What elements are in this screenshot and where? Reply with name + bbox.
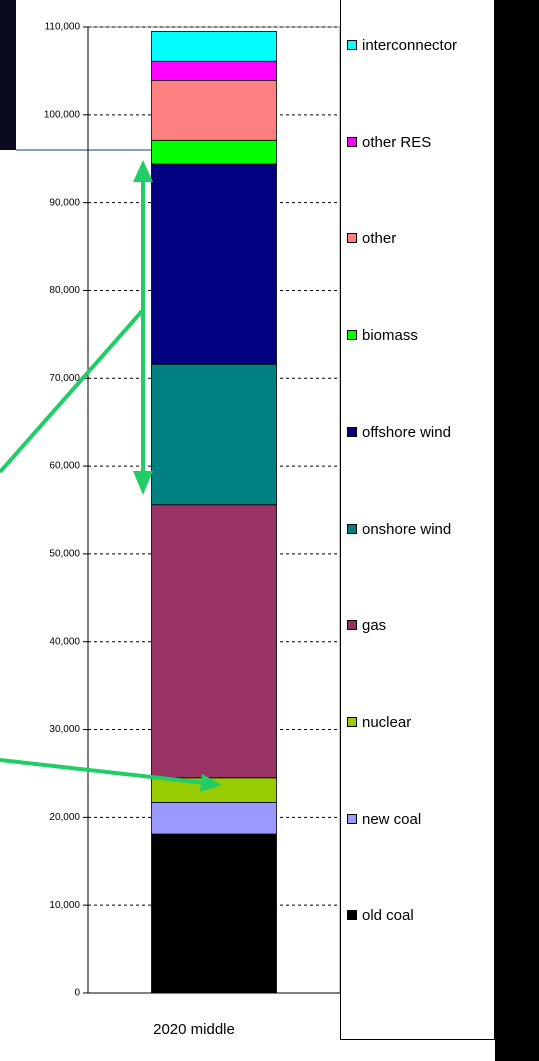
legend-swatch	[347, 813, 357, 824]
y-tick-label: 10,000	[49, 900, 80, 911]
arrow-line	[0, 308, 145, 474]
bar-segment	[151, 504, 277, 779]
y-tick-label: 80,000	[49, 285, 80, 296]
legend-item: nuclear	[347, 714, 487, 731]
legend-item: interconnector	[347, 37, 487, 54]
legend-item: other RES	[347, 134, 487, 151]
legend-swatch	[347, 40, 357, 50]
backdrop-right	[495, 0, 539, 1061]
legend: old coal new coal nuclear gas onshore wind of…	[340, 0, 495, 1040]
bar-segment	[151, 363, 277, 506]
legend-item: new coal	[347, 811, 487, 828]
bar-segment	[151, 30, 277, 62]
legend-swatch	[347, 910, 357, 921]
bar-segment	[151, 60, 277, 81]
legend-label: other RES	[362, 133, 432, 151]
y-tick-label: 110,000	[45, 22, 81, 33]
legend-swatch	[347, 620, 357, 631]
bar-segment	[151, 80, 277, 141]
y-tick-label: 40,000	[49, 636, 80, 647]
legend-label: offshore wind	[362, 423, 451, 441]
bar-segment	[151, 139, 277, 165]
legend-label: nuclear	[362, 713, 412, 731]
legend-label: old coal	[362, 907, 414, 925]
bar-segment	[151, 163, 277, 365]
bar-segment	[151, 802, 277, 835]
marks: 0 10,000 20,000 30,000 40,000 50,000 60,000 70,…	[44, 22, 340, 1038]
bar-segment	[151, 833, 277, 994]
y-tick-label: 30,000	[49, 724, 80, 735]
y-tick-label: 70,000	[49, 373, 80, 384]
legend-label: gas	[362, 617, 387, 635]
legend-label: other	[362, 230, 397, 248]
legend-label: onshore wind	[362, 520, 452, 538]
legend-label: interconnector	[362, 37, 458, 54]
arrow-head	[200, 774, 222, 792]
y-tick-label: 60,000	[49, 461, 80, 472]
legend-swatch	[347, 716, 357, 727]
legend-swatch	[347, 523, 357, 534]
legend-label: biomass	[362, 327, 418, 345]
y-tick-label: 50,000	[49, 549, 80, 560]
legend-item: biomass	[347, 327, 487, 344]
y-tick-label: 100,000	[44, 109, 81, 120]
legend-swatch	[347, 233, 357, 244]
annotations	[0, 160, 222, 792]
legend-item: old coal	[347, 907, 487, 924]
y-tick-label: 20,000	[49, 812, 80, 823]
legend-item: gas	[347, 617, 487, 634]
legend-swatch	[347, 330, 357, 341]
arrow-line	[0, 758, 206, 785]
y-tick-label: 90,000	[49, 197, 80, 208]
y-tick-label: 0	[74, 988, 80, 999]
arrow-head	[133, 160, 153, 182]
legend-item: other	[347, 230, 487, 247]
legend-label: new coal	[362, 810, 422, 828]
arrow-head	[133, 471, 153, 495]
backdrop-left	[0, 0, 16, 150]
legend-swatch	[347, 426, 357, 437]
legend-item: onshore wind	[347, 521, 487, 538]
legend-swatch	[347, 136, 357, 147]
x-tick-label: 2020 middle	[153, 1021, 235, 1038]
legend-item: offshore wind	[347, 424, 487, 441]
